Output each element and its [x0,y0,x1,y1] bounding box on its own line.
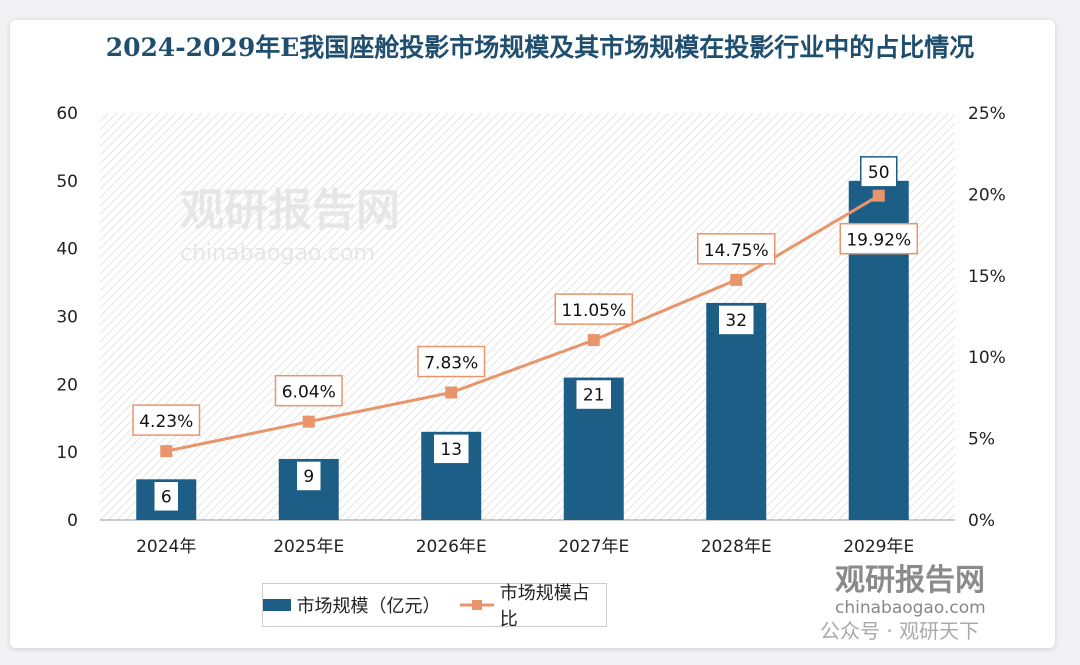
watermark-center-en: chinabaogao.com [180,241,375,266]
bar-data-label: 50 [868,163,890,183]
x-tick-label: 2026年E [416,537,487,557]
bar-data-label: 32 [725,311,747,331]
plot-background [100,113,955,520]
x-tick-label: 2027年E [558,537,629,557]
x-tick-label: 2028年E [701,537,772,557]
y-right-tick-label: 25% [968,104,1006,124]
line-label-box [274,374,343,407]
watermark-wechat: 公众号 · 观研天下 [820,619,980,643]
y-left-tick-label: 0 [67,511,78,531]
x-tick-label: 2025年E [273,537,344,557]
line-point [445,386,458,399]
y-left-tick-label: 20 [56,375,78,395]
y-left-tick-label: 40 [56,240,78,260]
bar-label-box [860,156,898,188]
bar-label-box [432,433,470,465]
line-series [165,194,880,453]
legend: 市场规模（亿元） 市场规模占比 [262,583,607,630]
y-left-tick-label: 30 [56,308,78,328]
line-data-label: 11.05% [561,301,626,321]
y-right-tick-label: 5% [968,430,995,450]
line-data-label: 19.92% [846,231,911,251]
y-right-tick-label: 10% [968,348,1006,368]
bar-data-label: 13 [440,440,462,460]
bar-label-box [295,460,322,492]
line-label-box [132,404,201,436]
watermark-center-cn: 观研报告网 [180,185,400,236]
y-right-tick-label: 20% [968,185,1006,205]
line-label-box [697,233,776,265]
bar-label-box [575,378,613,411]
y-left-tick-label: 60 [56,104,78,124]
legend-label: 市场规模占比 [499,583,590,630]
legend-item-bar: 市场规模（亿元） [263,592,441,618]
y-right-tick-label: 0% [968,511,995,531]
line-data-label: 7.83% [424,354,478,374]
line-point [730,273,743,286]
bar-data-label: 21 [583,386,605,406]
line-point [872,189,885,202]
line-point [302,415,315,428]
bar-data-label: 9 [303,467,314,487]
x-tick-label: 2024年 [136,537,196,557]
y-left-tick-label: 10 [56,443,78,463]
x-tick-label: 2029年E [843,537,914,557]
line-data-label: 6.04% [282,383,336,403]
line-label-box [839,222,918,255]
bar-label-box [717,304,755,336]
legend-bar-swatch [263,599,291,611]
watermark-corner-cn: 观研报告网 [835,563,985,598]
line-data-label: 14.75% [704,241,769,261]
line-point [160,445,173,458]
bar [706,302,767,520]
line-label-box [554,293,633,325]
legend-item-line: 市场规模占比 [460,579,606,631]
y-left-tick-label: 50 [56,172,78,192]
line-label-box [417,345,486,378]
legend-label: 市场规模（亿元） [296,596,441,617]
legend-line-swatch [460,600,494,610]
line-point [587,334,600,347]
bar-data-label: 6 [161,487,172,507]
watermark-corner-en: chinabaogao.com [835,598,986,618]
chart-title: 2024-2029年E我国座舱投影市场规模及其市场规模在投影行业中的占比情况 [105,33,975,62]
y-right-tick-label: 15% [968,267,1006,287]
bar-label-box [153,480,180,513]
line-data-label: 4.23% [139,412,193,432]
